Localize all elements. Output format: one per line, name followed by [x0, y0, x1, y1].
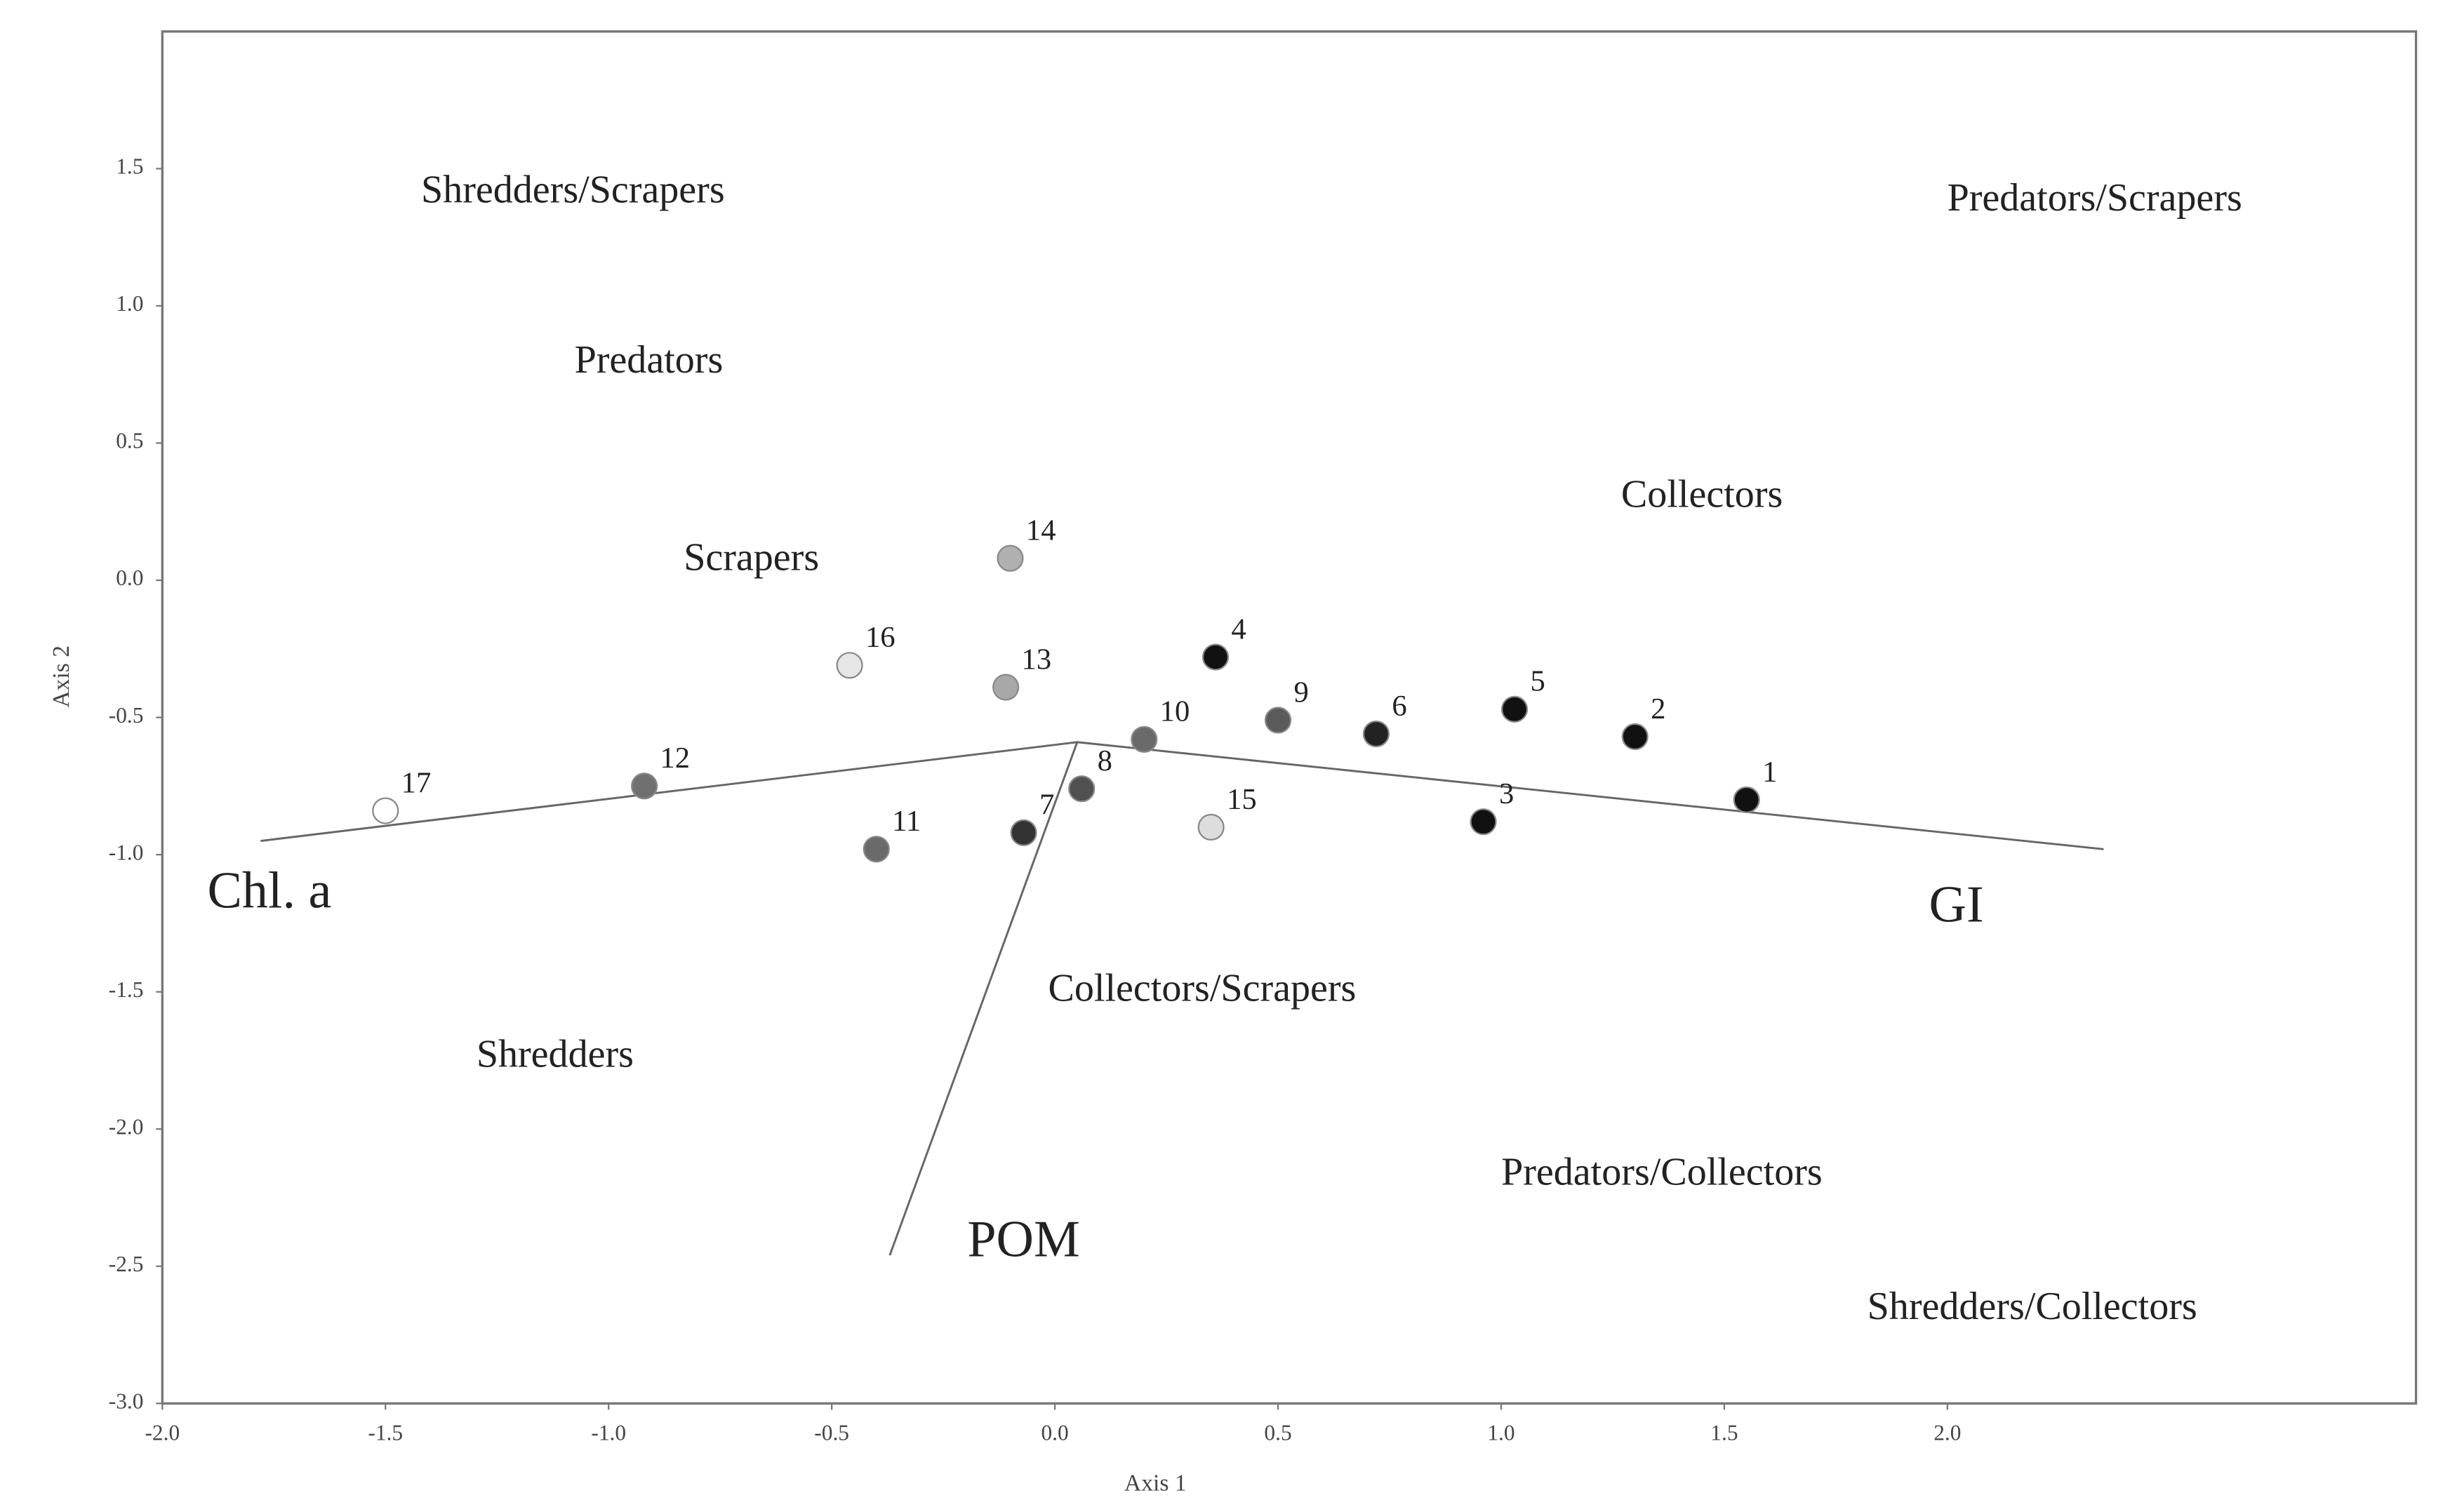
point — [372, 797, 399, 824]
y-tick-label: 0.0 — [116, 566, 143, 590]
point — [1068, 775, 1096, 803]
x-tick-label: -1.0 — [591, 1420, 626, 1445]
point-label: 1 — [1762, 756, 1777, 789]
annotation: Shredders/Collectors — [1868, 1285, 2197, 1328]
point-label: 4 — [1231, 613, 1246, 645]
vector — [260, 741, 1078, 842]
y-tick-label: -2.5 — [109, 1252, 144, 1276]
point — [863, 836, 890, 863]
annotation: Shredders/Scrapers — [421, 168, 725, 211]
point-label: 11 — [892, 805, 921, 838]
x-tick-label: 0.5 — [1264, 1420, 1291, 1445]
x-tick-label: 1.0 — [1487, 1420, 1515, 1445]
x-tick-label: -0.5 — [814, 1420, 849, 1445]
x-axis-label: Axis 1 — [1124, 1471, 1187, 1497]
x-tick-label: -1.5 — [368, 1420, 403, 1445]
point-label: 13 — [1022, 643, 1052, 676]
point-label: 10 — [1160, 695, 1190, 728]
point — [1010, 819, 1037, 846]
point-label: 5 — [1530, 665, 1545, 698]
point — [997, 544, 1024, 572]
vector — [1077, 741, 2104, 850]
annotation: Predators — [575, 338, 724, 382]
point — [1470, 808, 1497, 836]
point — [1131, 725, 1158, 753]
annotation: Scrapers — [684, 536, 819, 580]
point-label: 6 — [1392, 690, 1406, 723]
x-tick-label: 1.5 — [1710, 1420, 1738, 1445]
annotation: Shredders — [477, 1032, 634, 1076]
y-tick-label: -1.5 — [109, 977, 144, 1002]
point — [631, 772, 658, 800]
point — [992, 674, 1020, 701]
point-label: 14 — [1026, 514, 1056, 547]
point — [1201, 643, 1230, 671]
annotation: Predators/Collectors — [1501, 1151, 1823, 1194]
vector-label: POM — [967, 1210, 1079, 1268]
annotation: Collectors/Scrapers — [1048, 967, 1356, 1010]
vector-label: Chl. a — [208, 862, 332, 920]
point — [836, 652, 863, 679]
point — [1197, 813, 1225, 841]
y-tick-label: -3.0 — [109, 1389, 144, 1413]
point-label: 12 — [660, 742, 691, 775]
point-label: 15 — [1227, 783, 1257, 816]
point-label: 8 — [1098, 744, 1112, 777]
y-tick-label: -2.0 — [109, 1114, 144, 1139]
y-axis-label: Axis 2 — [48, 645, 74, 708]
point-label: 3 — [1499, 777, 1514, 810]
x-tick-label: 2.0 — [1933, 1420, 1961, 1445]
point-label: 16 — [865, 621, 896, 654]
y-tick-label: 0.5 — [116, 429, 143, 453]
y-tick-label: -1.0 — [109, 840, 144, 864]
point — [1362, 720, 1390, 748]
annotation: Collectors — [1621, 473, 1783, 516]
point-label: 7 — [1039, 789, 1054, 822]
x-tick-label: -2.0 — [145, 1420, 180, 1445]
point — [1621, 723, 1649, 750]
x-tick-label: 0.0 — [1041, 1420, 1068, 1445]
point — [1733, 786, 1760, 813]
point-label: 9 — [1293, 676, 1308, 709]
point — [1264, 707, 1292, 734]
y-tick-label: 1.5 — [116, 154, 143, 179]
point-label: 17 — [401, 766, 432, 799]
y-tick-label: -0.5 — [109, 703, 144, 728]
vector-label: GI — [1929, 876, 1984, 933]
annotation: Predators/Scrapers — [1948, 176, 2242, 220]
point-label: 2 — [1651, 693, 1665, 725]
y-tick-label: 1.0 — [116, 291, 143, 316]
vector — [888, 742, 1079, 1256]
point — [1500, 695, 1529, 723]
